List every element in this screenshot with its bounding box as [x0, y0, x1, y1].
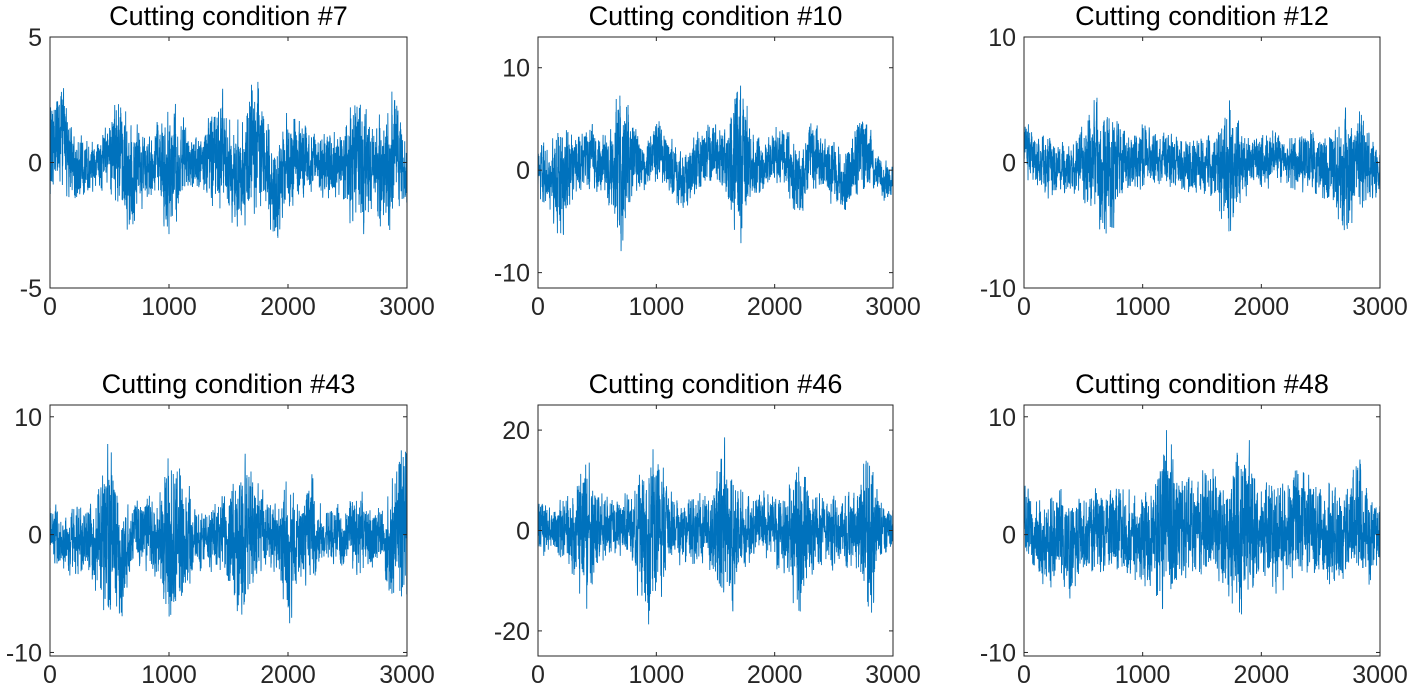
y-tick-label: 0: [516, 518, 530, 546]
chart-title: Cutting condition #48: [1075, 369, 1329, 399]
series-line: [538, 85, 893, 252]
x-tick-label: 2000: [1234, 293, 1290, 321]
series-line: [50, 444, 407, 624]
series-line: [538, 437, 893, 625]
x-tick-label: 1000: [141, 293, 197, 321]
x-tick-label: 0: [1017, 661, 1031, 689]
x-tick-label: 2000: [747, 661, 803, 689]
x-tick-label: 0: [531, 661, 545, 689]
y-tick-label: -10: [494, 260, 530, 288]
x-tick-label: 0: [531, 293, 545, 321]
plot-area-frame: [1023, 404, 1381, 657]
x-tick-label: 2000: [260, 293, 316, 321]
x-tick-label: 1000: [1115, 293, 1171, 321]
x-tick-label: 3000: [379, 293, 435, 321]
y-tick-label: 0: [516, 157, 530, 185]
series-line: [50, 81, 407, 238]
y-tick-label: -5: [20, 275, 42, 303]
y-tick-label: -10: [980, 639, 1016, 667]
x-tick-label: 2000: [260, 661, 316, 689]
y-tick-label: 5: [28, 24, 42, 52]
x-tick-label: 0: [43, 661, 57, 689]
plot-area-frame: [49, 404, 408, 657]
x-tick-label: 3000: [865, 293, 921, 321]
y-tick-label: 0: [1002, 150, 1016, 178]
y-tick-label: 20: [502, 417, 530, 445]
x-tick-label: 1000: [629, 293, 685, 321]
y-tick-label: 10: [14, 404, 42, 432]
series-line: [1024, 430, 1380, 615]
chart-title: Cutting condition #10: [589, 1, 843, 31]
chart-title: Cutting condition #12: [1075, 1, 1329, 31]
x-tick-label: 3000: [379, 661, 435, 689]
x-tick-label: 3000: [1352, 661, 1408, 689]
chart-title: Cutting condition #46: [589, 369, 843, 399]
x-tick-label: 2000: [747, 293, 803, 321]
y-tick-label: 0: [28, 150, 42, 178]
chart-title: Cutting condition #43: [102, 369, 356, 399]
x-tick-label: 2000: [1234, 661, 1290, 689]
x-tick-label: 0: [43, 293, 57, 321]
y-tick-label: -20: [494, 618, 530, 646]
y-tick-label: -10: [6, 639, 42, 667]
x-tick-label: 3000: [865, 661, 921, 689]
series-line: [1024, 97, 1380, 234]
y-tick-label: 0: [28, 522, 42, 550]
y-tick-label: -10: [980, 275, 1016, 303]
plot-area-frame: [537, 36, 894, 289]
y-tick-label: 10: [988, 404, 1016, 432]
chart-title: Cutting condition #7: [109, 1, 348, 31]
x-tick-label: 3000: [1352, 293, 1408, 321]
y-tick-label: 0: [1002, 522, 1016, 550]
y-tick-label: 10: [502, 55, 530, 83]
x-tick-label: 1000: [141, 661, 197, 689]
x-tick-label: 1000: [1115, 661, 1171, 689]
x-tick-label: 1000: [629, 661, 685, 689]
y-tick-label: 10: [988, 24, 1016, 52]
x-tick-label: 0: [1017, 293, 1031, 321]
